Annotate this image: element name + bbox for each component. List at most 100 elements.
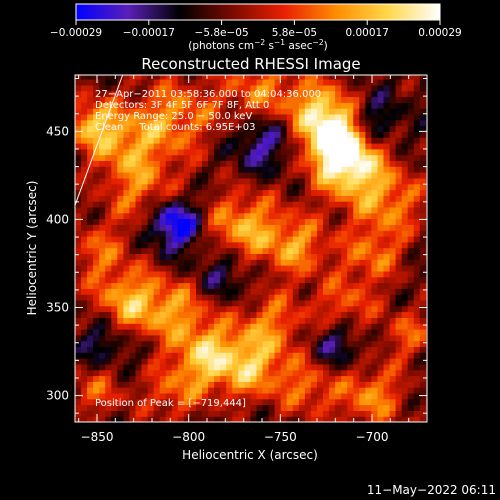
heatmap-cell [111, 247, 118, 254]
heatmap-cell [407, 75, 415, 80]
heatmap-cell [280, 195, 288, 202]
heatmap-cell [250, 79, 257, 86]
heatmap-cell [165, 276, 173, 284]
heatmap-cell [401, 84, 409, 92]
heatmap-cell [129, 398, 136, 406]
heatmap-cell [171, 108, 179, 115]
heatmap-cell [123, 183, 130, 191]
heatmap-cell [280, 206, 288, 214]
heatmap-cell [123, 247, 130, 254]
heatmap-cell [159, 236, 167, 243]
heatmap-cell [347, 224, 354, 231]
heatmap-cell [196, 358, 203, 365]
heatmap-cell [214, 189, 221, 196]
heatmap-cell [395, 154, 403, 161]
heatmap-cell [135, 113, 143, 121]
heatmap-cell [81, 416, 88, 422]
heatmap-cell [413, 369, 421, 377]
heatmap-cell [329, 102, 336, 109]
heatmap-cell [189, 253, 197, 260]
heatmap-cell [419, 317, 427, 324]
heatmap-cell [81, 224, 88, 231]
heatmap-cell [129, 75, 136, 80]
heatmap-cell [123, 323, 130, 330]
heatmap-cell [359, 102, 366, 109]
heatmap-cell [244, 340, 251, 347]
heatmap-cell [341, 119, 348, 127]
heatmap-cell [159, 195, 167, 202]
heatmap-cell [383, 84, 391, 92]
heatmap-cell [135, 131, 143, 138]
heatmap-cell [75, 160, 82, 167]
heatmap-cell [371, 241, 378, 249]
heatmap-cell [226, 387, 233, 394]
heatmap-cell [268, 236, 276, 243]
heatmap-cell [256, 311, 264, 318]
heatmap-cell [401, 346, 409, 353]
heatmap-cell [365, 108, 372, 115]
heatmap-cell [292, 177, 300, 185]
heatmap-cell [347, 236, 354, 243]
heatmap-cell [292, 113, 300, 121]
heatmap-cell [111, 75, 118, 80]
heatmap-cell [323, 392, 330, 400]
y-tick-label: 350 [46, 301, 69, 315]
heatmap-cell [377, 346, 385, 353]
heatmap-cell [171, 404, 179, 411]
heatmap-cell [183, 311, 191, 318]
heatmap-cell [208, 340, 215, 347]
heatmap-cell [353, 75, 360, 80]
heatmap-cell [117, 305, 124, 313]
heatmap-cell [425, 352, 427, 359]
heatmap-cell [329, 317, 336, 324]
heatmap-cell [183, 288, 191, 295]
heatmap-cell [202, 189, 209, 196]
heatmap-cell [244, 358, 251, 365]
heatmap-cell [123, 317, 130, 324]
heatmap-cell [250, 241, 257, 249]
heatmap-cell [165, 346, 173, 353]
heatmap-cell [129, 392, 136, 400]
heatmap-cell [147, 236, 155, 243]
heatmap-cell [286, 218, 294, 225]
heatmap-cell [359, 334, 366, 342]
heatmap-cell [244, 253, 251, 260]
heatmap-cell [359, 299, 366, 307]
heatmap-cell [244, 381, 251, 388]
heatmap-cell [81, 311, 88, 318]
heatmap-cell [286, 346, 294, 353]
heatmap-cell [395, 416, 403, 422]
heatmap-cell [262, 241, 270, 249]
heatmap-cell [329, 340, 336, 347]
heatmap-cell [202, 363, 209, 371]
heatmap-cell [202, 131, 209, 138]
heatmap-cell [189, 375, 197, 382]
heatmap-cell [389, 381, 397, 388]
heatmap-cell [407, 172, 415, 179]
heatmap-cell [105, 363, 112, 371]
heatmap-cell [159, 102, 167, 109]
heatmap-cell [365, 323, 372, 330]
heatmap-cell [75, 241, 82, 249]
heatmap-cell [183, 143, 191, 150]
heatmap-cell [87, 282, 94, 289]
heatmap-cell [87, 334, 94, 342]
heatmap-cell [93, 317, 100, 324]
heatmap-cell [323, 189, 330, 196]
heatmap-cell [93, 270, 100, 278]
heatmap-cell [129, 160, 136, 167]
heatmap-cell [111, 154, 118, 161]
heatmap-cell [183, 96, 191, 103]
heatmap-cell [353, 410, 360, 417]
heatmap-cell [244, 224, 251, 231]
heatmap-cell [208, 125, 215, 132]
heatmap-cell [183, 119, 191, 127]
heatmap-cell [262, 329, 270, 336]
heatmap-cell [347, 125, 354, 132]
heatmap-cell [232, 183, 239, 191]
heatmap-cell [323, 154, 330, 161]
heatmap-cell [111, 392, 118, 400]
heatmap-cell [341, 172, 348, 179]
heatmap-cell [208, 305, 215, 313]
heatmap-cell [401, 119, 409, 127]
